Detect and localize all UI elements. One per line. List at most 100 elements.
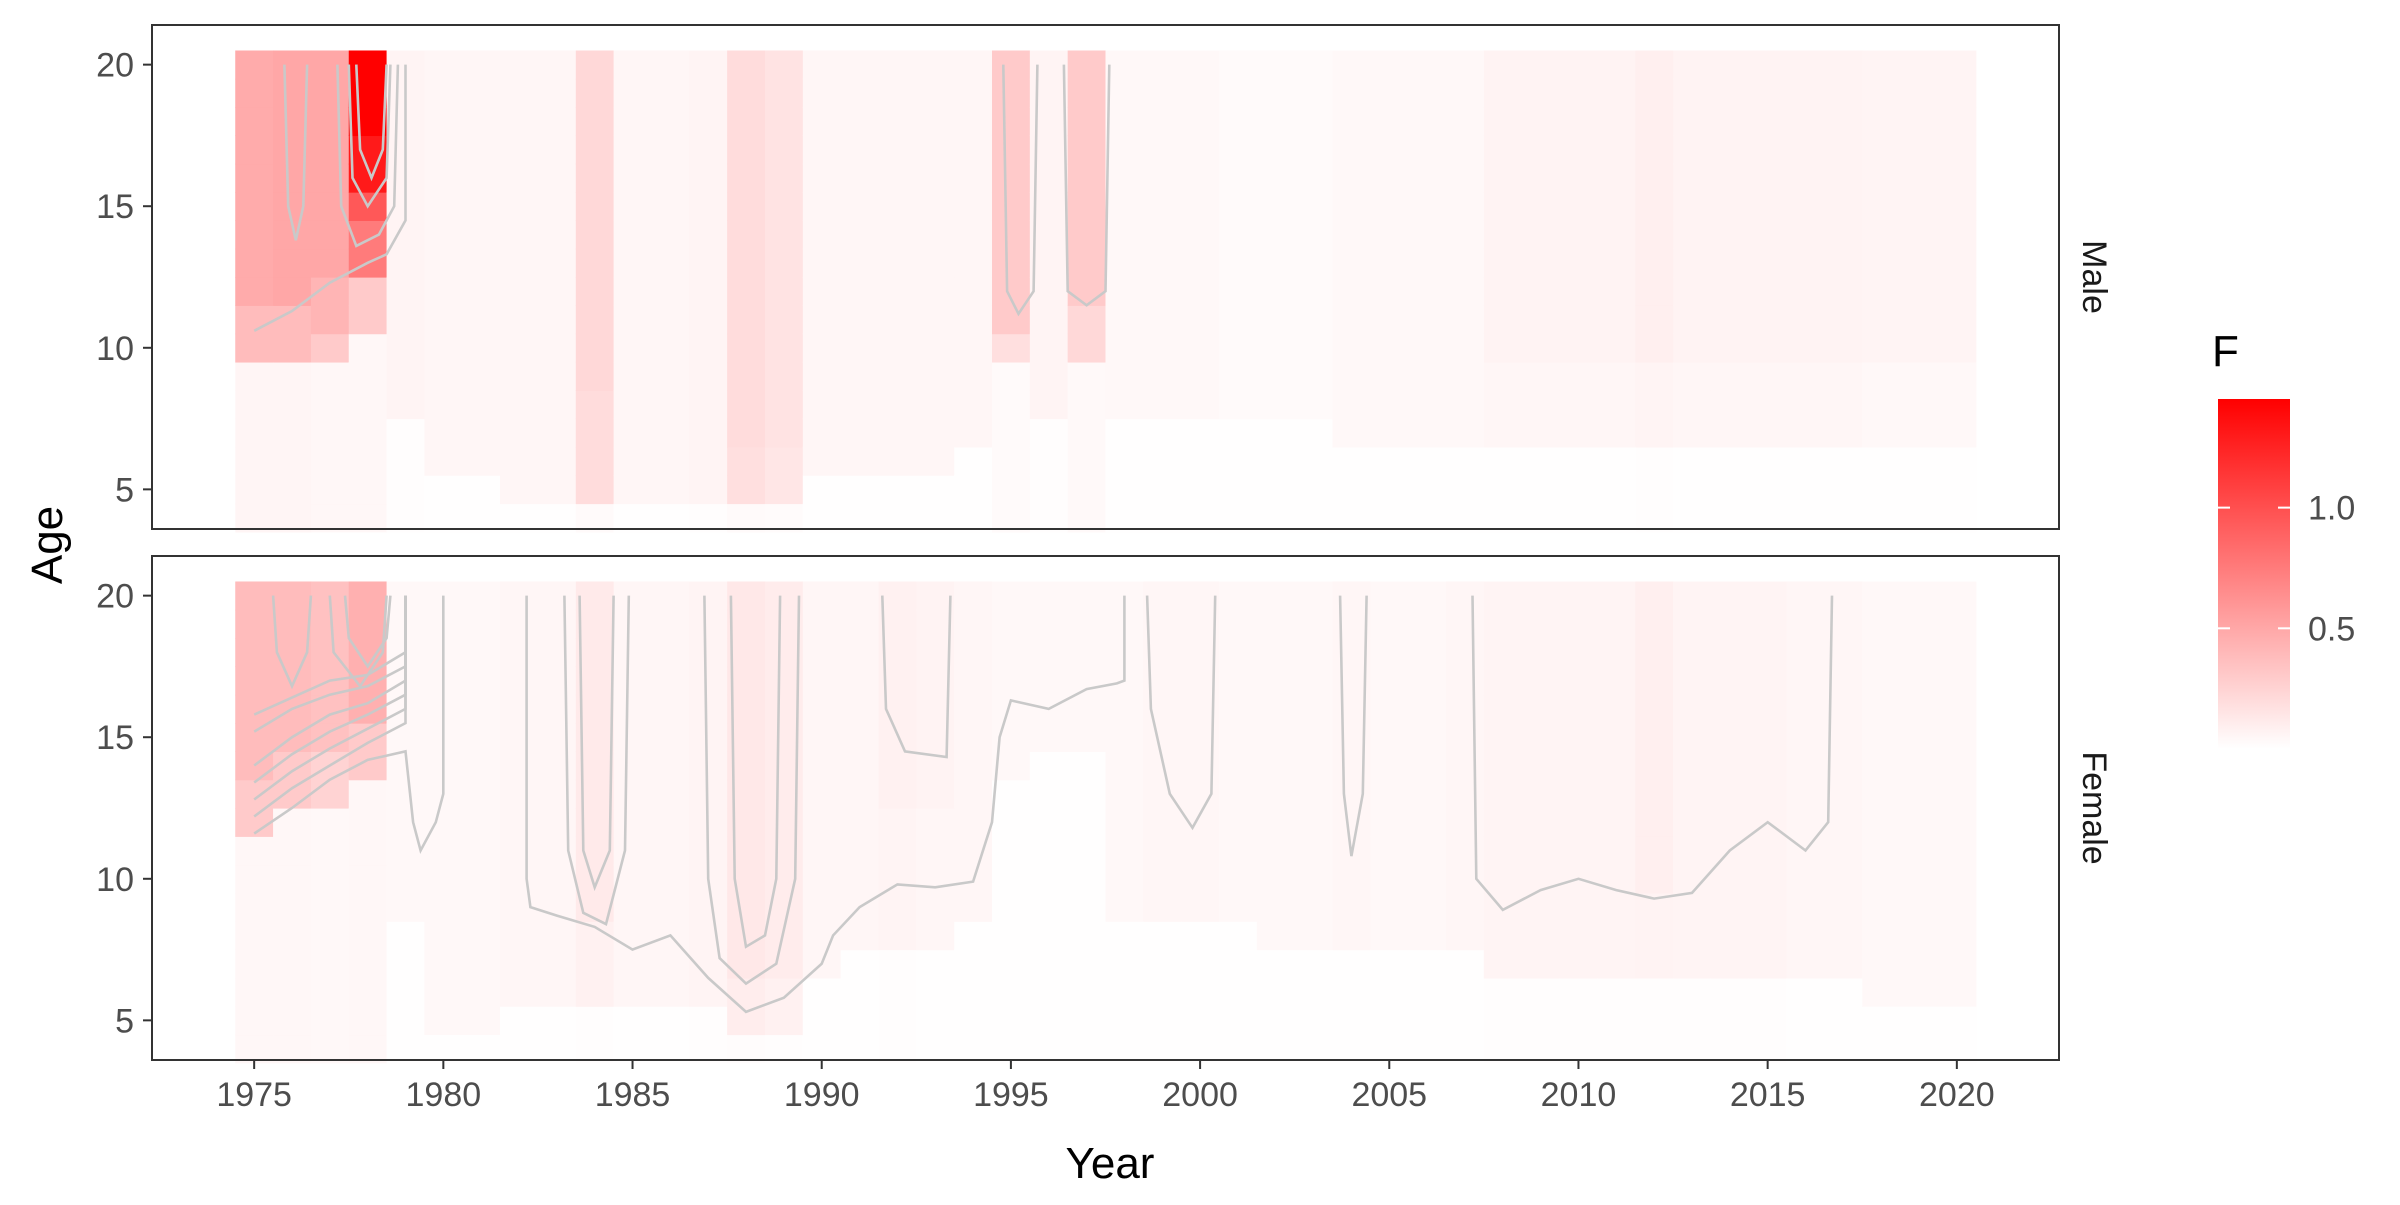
heat-tile (386, 1034, 426, 1064)
heat-tile (1483, 779, 1523, 809)
heat-tile (1219, 949, 1258, 979)
heat-tile (1824, 808, 1863, 837)
heat-tile (764, 609, 804, 639)
heat-tile (462, 220, 501, 250)
heat-tile (764, 581, 804, 611)
heat-tile (1483, 836, 1523, 866)
heat-tile (878, 779, 917, 809)
heat-tile (1143, 192, 1182, 221)
heat-tile (878, 135, 917, 165)
heat-tile (954, 977, 993, 1007)
heat-tile (537, 418, 577, 448)
heat-tile (1370, 135, 1409, 165)
heat-tile (273, 50, 312, 80)
heat-tile (878, 694, 917, 724)
heat-tile (802, 220, 842, 250)
heat-tile (537, 333, 577, 363)
heat-tile (1937, 248, 1977, 278)
heat-tile (386, 949, 426, 979)
heat-tile (424, 1034, 463, 1064)
heat-tile (310, 248, 350, 278)
heat-tile (1786, 751, 1826, 781)
heat-tile (1256, 609, 1296, 639)
heat-tile (1446, 609, 1485, 639)
heat-tile (462, 949, 501, 979)
heat-tile (991, 50, 1031, 80)
heat-tile (1521, 248, 1561, 278)
heat-tile (1332, 949, 1371, 979)
heat-tile (1786, 949, 1826, 979)
heat-tile (1294, 694, 1334, 724)
heat-tile (1521, 135, 1561, 165)
heat-tile (1256, 779, 1296, 809)
heat-tile (1635, 503, 1674, 533)
heat-tile (802, 277, 842, 306)
heat-tile (1521, 1006, 1561, 1036)
heat-tile (1710, 107, 1750, 137)
heat-tile (462, 638, 501, 668)
heat-tile (1559, 1006, 1598, 1036)
heat-tile (1635, 1034, 1674, 1064)
heat-tile (878, 977, 917, 1007)
heat-tile (1294, 305, 1334, 335)
heat-tile (310, 1034, 350, 1064)
heat-tile (840, 50, 880, 80)
heat-tile (1786, 333, 1826, 363)
heat-tile (424, 418, 463, 448)
heat-tile (1105, 864, 1144, 894)
heat-tile (348, 107, 388, 137)
panel-male: 5 10 15 20 Male (96, 24, 2113, 533)
heat-tile (1219, 305, 1258, 335)
heat-tile (1067, 277, 1107, 306)
heat-tile (1256, 1006, 1296, 1036)
heat-tile (575, 390, 615, 420)
heat-tile (1219, 135, 1258, 165)
heat-tile (1219, 220, 1258, 250)
heat-tile (575, 977, 615, 1007)
x-tick-label: 1985 (595, 1076, 671, 1114)
heat-tile (1143, 333, 1182, 363)
heat-tile (1370, 1006, 1409, 1036)
heat-tile (1635, 638, 1674, 668)
heat-tile (310, 475, 350, 505)
heat-tile (1294, 808, 1334, 837)
contour-line (525, 595, 1126, 1014)
heat-tile (802, 864, 842, 894)
heat-tile (273, 475, 312, 505)
heat-tile (1900, 609, 1939, 639)
heat-tile (1673, 666, 1712, 696)
heat-tile (1673, 305, 1712, 335)
heat-tile (1483, 694, 1523, 724)
heat-tile (1446, 446, 1485, 476)
heat-tile (1521, 333, 1561, 363)
heat-tile (1862, 977, 1901, 1007)
heat-tile (689, 192, 728, 221)
heat-tile (348, 503, 388, 533)
heat-tile (235, 581, 274, 611)
heat-tile (500, 949, 539, 979)
heat-tile (575, 361, 615, 391)
heat-tile (1597, 892, 1636, 922)
heat-tile (1446, 977, 1485, 1007)
heat-tile (1862, 220, 1901, 250)
heat-tile (1824, 1034, 1863, 1064)
heat-tile (1937, 977, 1977, 1007)
y-tick-label: 10 (96, 861, 134, 899)
heat-tile (1710, 220, 1750, 250)
contour-line (578, 595, 615, 892)
heat-tile (651, 666, 690, 696)
heat-tile (1143, 390, 1182, 420)
heat-tile (764, 248, 804, 278)
heat-tile (273, 921, 312, 951)
heat-tile (1256, 50, 1296, 80)
heat-tile (1635, 921, 1674, 951)
heat-tile (500, 446, 539, 476)
contour-line (1338, 595, 1368, 857)
heat-tile (1635, 666, 1674, 696)
heat-tile (1748, 277, 1788, 306)
heat-tile (954, 361, 993, 391)
heat-tile (878, 864, 917, 894)
heat-tile (878, 503, 917, 533)
heat-tile (1559, 666, 1598, 696)
contour-line (1145, 595, 1217, 831)
